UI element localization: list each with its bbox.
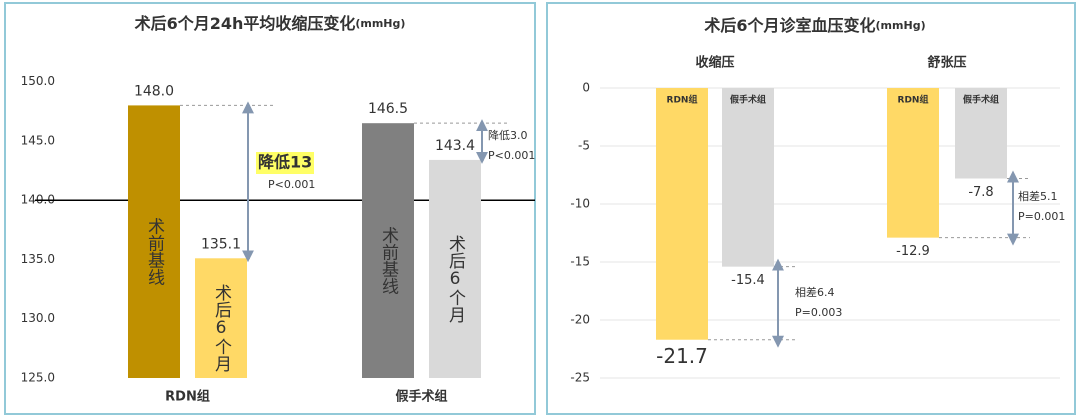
bar-label: 术后6个月 (445, 235, 466, 323)
x-category-label: 假手术组 (395, 389, 447, 405)
y-tick-label: 150.0 (21, 74, 55, 88)
value-label: 146.5 (368, 101, 408, 117)
y-tick-label: -10 (570, 197, 590, 211)
bar-label: 假手术组 (730, 94, 766, 106)
value-label: -15.4 (731, 273, 765, 288)
annotation: 相差6.4 (795, 285, 835, 299)
value-label: 148.0 (134, 83, 174, 99)
chart-title: 术后6个月24h平均收缩压变化(mmHg) (134, 14, 406, 33)
bar (362, 123, 414, 379)
panel-frame (4, 2, 536, 415)
annotation: 降低3.0 (488, 128, 528, 142)
annotation: 相差5.1 (1018, 189, 1058, 203)
bar (887, 88, 939, 238)
x-category-label: 舒张压 (927, 55, 966, 71)
x-category-label: 收缩压 (695, 55, 734, 71)
x-category-label: RDN组 (165, 389, 210, 405)
value-label: -7.8 (968, 185, 993, 200)
annotation: P=0.003 (795, 306, 842, 319)
title-unit: (mmHg) (355, 17, 405, 30)
bar-label: 假手术组 (963, 94, 999, 106)
bar-label: RDN组 (667, 94, 698, 106)
y-tick-label: 145.0 (21, 133, 55, 147)
bar (656, 88, 708, 340)
value-label: -21.7 (656, 344, 708, 368)
chart-title: 术后6个月诊室血压变化(mmHg) (703, 16, 925, 35)
bar (429, 159, 481, 378)
y-tick-label: -15 (570, 255, 590, 269)
y-tick-label: 125.0 (21, 371, 55, 385)
annotation: 降低13 (258, 153, 312, 172)
bar-label: 术前基线 (378, 227, 399, 295)
y-tick-label: 130.0 (21, 311, 55, 325)
value-label: -12.9 (896, 244, 930, 259)
annotation-highlight (256, 152, 314, 174)
bar-label: 术前基线 (144, 218, 165, 286)
title-text: 术后6个月诊室血压变化 (703, 16, 875, 35)
title-unit: (mmHg) (876, 19, 926, 32)
y-tick-label: 135.0 (21, 252, 55, 266)
title-text: 术后6个月24h平均收缩压变化 (134, 14, 356, 33)
bar (955, 88, 1007, 179)
bar (195, 258, 247, 378)
value-label: 143.4 (435, 138, 475, 154)
y-tick-label: -20 (570, 313, 590, 327)
bar-label: 术后6个月 (211, 284, 232, 372)
annotation: P<0.001 (268, 178, 315, 191)
bar (128, 105, 180, 378)
bar-label: RDN组 (898, 94, 929, 106)
annotation: P<0.001 (488, 149, 535, 162)
y-tick-label: -25 (570, 371, 590, 385)
y-tick-label: -5 (578, 139, 590, 153)
panel-frame (546, 2, 1076, 415)
bar (722, 88, 774, 267)
annotation: P=0.001 (1018, 210, 1065, 223)
value-label: 135.1 (201, 236, 241, 252)
y-tick-label: 0 (582, 81, 590, 95)
